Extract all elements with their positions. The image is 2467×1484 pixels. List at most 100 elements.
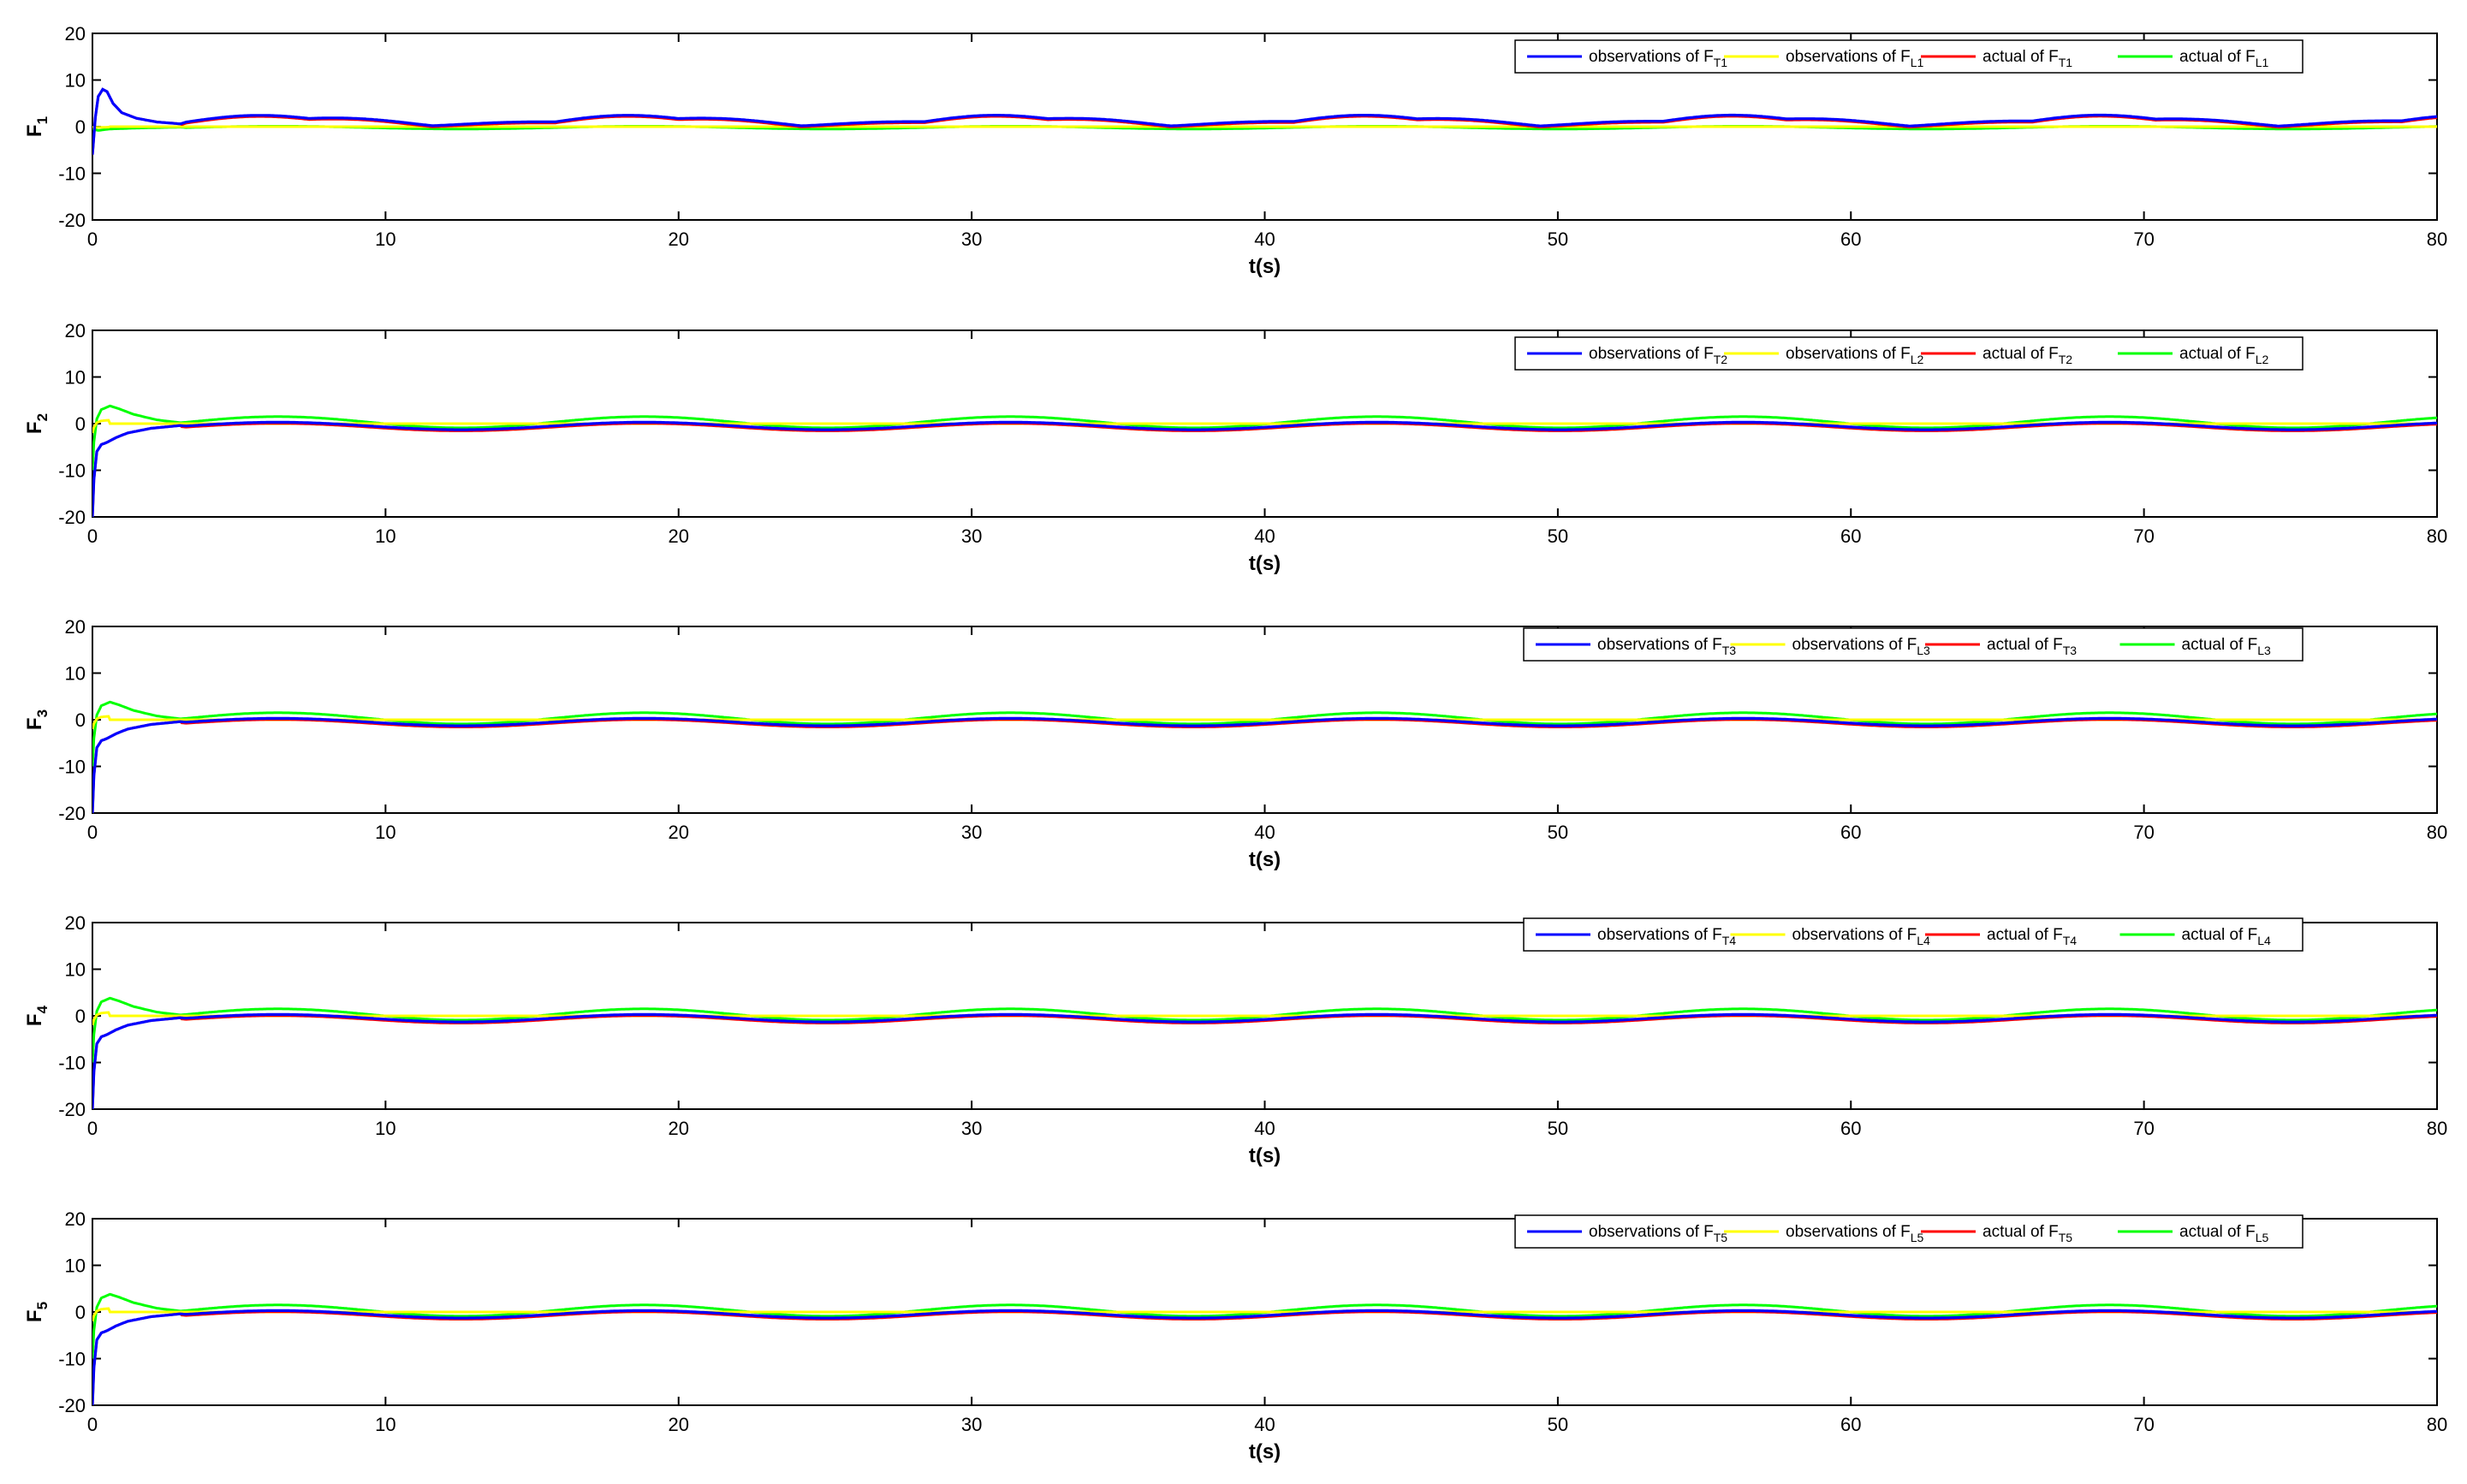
x-tick-label: 20 [669,229,689,250]
legend-entry-main: observations of F [1597,636,1722,654]
x-tick-label: 70 [2133,822,2154,843]
y-tick-label: -10 [58,1349,86,1370]
x-tick-label: 50 [1548,229,1568,250]
y-tick-label: 0 [75,413,86,435]
y-axis-label: F1 [23,116,51,137]
y-tick-label: -10 [58,163,86,185]
y-tick-label: 0 [75,1302,86,1323]
legend-entry: actual of FT3 [1987,636,2077,657]
x-tick-label: 40 [1254,822,1275,843]
legend-entry-sub: L1 [1911,56,1924,69]
y-tick-label: -20 [58,1099,86,1120]
y-axis-label: F2 [23,413,51,434]
legend-entry: actual of FT2 [1983,345,2072,366]
legend-entry-sub: L3 [1917,644,1930,657]
legend-entry-sub: L2 [1911,353,1924,366]
x-tick-label: 70 [2133,229,2154,250]
y-axis-label-sub: 5 [34,1302,51,1309]
legend-entry-sub: T5 [1714,1231,1728,1244]
panel-2: 0 10 20 30 40 50 60 70 80 20 10 0 -10 -20 t(s) F2 observ… [23,320,2447,575]
series-line-act_L [92,1292,2437,1359]
legend-entry: observations of FL1 [1786,48,1924,69]
series-line-obs_T [92,87,2437,155]
series-line-obs_T [92,716,2437,813]
legend-entry-sub: T1 [1714,56,1728,69]
y-axis-label: F5 [23,1302,51,1322]
x-axis-label: t(s) [1249,255,1281,278]
y-axis-label-sub: 2 [34,413,51,421]
legend-entry-main: observations of F [1589,1223,1714,1241]
x-tick-label: 30 [961,229,982,250]
legend: observations of FT4 observations of FL4 ac… [1523,917,2304,952]
x-tick-label: 60 [1840,229,1861,250]
x-tick-label: 50 [1548,1414,1568,1435]
x-tick-label: 40 [1254,1118,1275,1139]
legend-entry-sub: T4 [1722,934,1737,947]
legend-entry-main: actual of F [1983,345,2059,363]
legend-entry-main: actual of F [2182,636,2258,654]
legend: observations of FT3 observations of FL3 ac… [1523,627,2304,662]
legend-entry-sub: T3 [2063,644,2078,657]
legend-entry-sub: L5 [1911,1231,1924,1244]
x-tick-label: 80 [2427,1414,2447,1435]
x-tick-label: 50 [1548,822,1568,843]
legend-entry-sub: L4 [2257,934,2271,947]
y-tick-label: -20 [58,507,86,528]
legend-entry: actual of FL2 [2179,345,2269,366]
y-tick-label: -20 [58,210,86,231]
series-line-act_T [92,1310,2437,1405]
legend-entry-main: observations of F [1589,345,1714,363]
x-tick-label: 80 [2427,1118,2447,1139]
series-line-act_T [92,1014,2437,1109]
legend-entry-sub: T2 [2059,353,2073,366]
y-tick-label: -10 [58,1053,86,1074]
y-tick-label: 0 [75,1006,86,1027]
x-tick-label: 20 [669,1414,689,1435]
y-tick-label: 20 [65,912,86,934]
legend-entry-sub: L2 [2256,353,2269,366]
y-tick-label: 10 [65,1255,86,1277]
x-tick-label: 10 [375,1118,395,1139]
x-axis-label: t(s) [1249,848,1281,871]
x-tick-label: 80 [2427,525,2447,547]
legend-entry-main: actual of F [1983,1223,2059,1241]
x-tick-label: 30 [961,822,982,843]
x-tick-label: 0 [87,229,98,250]
y-tick-label: 20 [65,616,86,638]
y-tick-label: 20 [65,320,86,341]
x-tick-label: 60 [1840,525,1861,547]
y-axis-label-main: F [23,1013,46,1026]
legend-entry-main: observations of F [1589,48,1714,66]
y-axis-label-main: F [23,421,46,434]
y-tick-label: 0 [75,709,86,731]
legend-entry-main: observations of F [1597,926,1722,944]
legend-entry-main: actual of F [2179,345,2256,363]
y-tick-label: -20 [58,803,86,824]
legend-entry-main: actual of F [1987,636,2063,654]
legend-entry: observations of FL5 [1786,1223,1924,1244]
legend-entry: actual of FL1 [2179,48,2269,69]
x-tick-label: 10 [375,1414,395,1435]
series-line-act_T [92,422,2437,517]
legend-entry-sub: T3 [1722,644,1737,657]
legend-entry-sub: L5 [2256,1231,2269,1244]
legend-entry: observations of FT2 [1589,345,1727,366]
x-tick-label: 70 [2133,1118,2154,1139]
legend-entry: actual of FL3 [2182,636,2272,657]
legend-entry: actual of FT4 [1987,926,2077,947]
x-tick-label: 0 [87,1118,98,1139]
legend-entry: observations of FT4 [1597,926,1736,947]
x-tick-label: 20 [669,1118,689,1139]
x-tick-label: 40 [1254,229,1275,250]
y-axis-label: F4 [23,1005,51,1026]
legend-entry-sub: T4 [2063,934,2078,947]
x-tick-label: 0 [87,1414,98,1435]
legend-entry-main: actual of F [2182,926,2258,944]
x-tick-label: 10 [375,822,395,843]
series-line-obs_T [92,420,2437,517]
y-axis-label: F3 [23,709,51,730]
legend-entry: observations of FL2 [1786,345,1924,366]
legend-entry: observations of FL4 [1792,926,1931,947]
y-axis-label-sub: 3 [34,709,51,717]
